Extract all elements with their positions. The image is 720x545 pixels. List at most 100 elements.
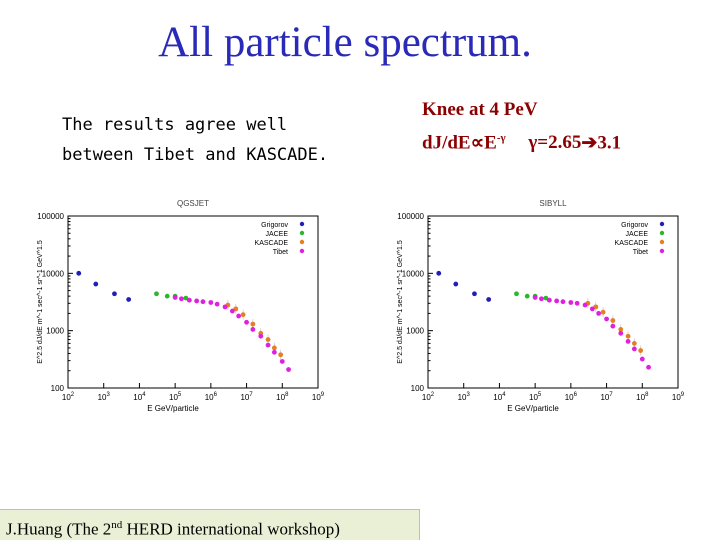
x-tick-label: 105 — [529, 392, 542, 402]
slide-title: All particle spectrum. — [158, 19, 532, 66]
data-point-tibet — [639, 356, 645, 362]
data-point-grigorov — [486, 297, 492, 302]
y-tick-label: 100 — [51, 384, 65, 393]
data-point-grigorov — [472, 291, 477, 297]
legend-marker — [659, 239, 665, 245]
proportional-symbol: ∝ — [470, 132, 485, 154]
data-point-tibet — [631, 346, 637, 352]
x-tick-label: 102 — [62, 392, 75, 402]
data-point-tibet — [539, 296, 544, 302]
footer-sup: nd — [111, 519, 123, 531]
y-axis-label: E^2.5 dJ/dE m^-1 sec^-1 sr^-1 GeV^1.5 — [397, 240, 404, 364]
knee-line: Knee at 4 PeV — [422, 99, 538, 120]
data-point-jacee — [164, 293, 170, 299]
plot-title: QGSJET — [177, 199, 209, 208]
data-point-tibet — [532, 295, 538, 300]
legend-label: Grigorov — [261, 222, 288, 229]
data-point-jacee — [154, 291, 159, 297]
data-point-tibet — [214, 301, 220, 307]
x-tick-label: 102 — [422, 392, 435, 402]
data-point-tibet — [554, 298, 560, 304]
legend-label: KASCADE — [615, 240, 649, 247]
gamma-end: 3.1 — [597, 132, 622, 154]
data-point-tibet — [172, 295, 178, 300]
data-point-tibet — [625, 338, 631, 344]
x-axis-label: E GeV/particle — [507, 404, 559, 413]
y-tick-label: 1000 — [406, 327, 424, 336]
x-tick-label: 106 — [205, 392, 218, 402]
sibyll-plot: SIBYLL 100 1000 10000 100000 102 103 104 105 106 1… — [397, 199, 685, 413]
knee-note: Knee at 4 PeV dJ/dE∝E-γ γ=2.65➔3.1 — [422, 96, 621, 157]
data-point-tibet — [286, 367, 291, 372]
data-point-tibet — [194, 298, 200, 304]
data-point-tibet — [222, 304, 228, 310]
x-tick-label: 109 — [312, 392, 325, 402]
data-point-tibet — [279, 359, 285, 364]
plot-title: SIBYLL — [539, 199, 567, 208]
data-point-tibet — [546, 297, 552, 303]
x-tick-label: 109 — [672, 392, 685, 402]
data-point-tibet — [574, 300, 580, 306]
plot-frame — [67, 215, 319, 389]
legend-marker — [299, 221, 305, 227]
data-point-kascade — [618, 327, 624, 332]
results-note: The results agree well between Tibet and… — [62, 110, 328, 170]
legend-label: Grigorov — [621, 222, 648, 229]
data-point-grigorov — [76, 270, 82, 276]
legend-marker — [659, 230, 665, 236]
y-axis-label: E^2.5 dJ/dE m^-1 sec^-1 sr^-1 GeV^1.5 — [37, 240, 44, 364]
formula-line: dJ/dE∝E-γ γ=2.65➔3.1 — [422, 124, 621, 157]
x-tick-label: 106 — [565, 392, 578, 402]
data-point-grigorov — [93, 281, 99, 287]
data-point-tibet — [179, 296, 184, 302]
arrow-icon: ➔ — [581, 132, 598, 154]
data-point-tibet — [208, 300, 214, 305]
data-point-kascade — [265, 337, 271, 342]
data-point-tibet — [610, 323, 616, 329]
data-point-kascade — [233, 306, 239, 312]
data-point-grigorov — [126, 297, 132, 302]
x-tick-label: 107 — [240, 392, 253, 402]
legend-label: JACEE — [625, 231, 648, 238]
data-point-tibet — [560, 299, 566, 305]
y-tick-label: 100000 — [37, 212, 64, 221]
data-point-kascade — [278, 352, 284, 358]
data-point-grigorov — [112, 291, 117, 297]
results-note-line-2: between Tibet and KASCADE. — [62, 145, 329, 165]
y-tick-label: 100 — [411, 384, 425, 393]
legend-marker — [299, 248, 305, 254]
data-point-kascade — [631, 340, 637, 346]
data-point-tibet — [186, 297, 192, 303]
data-point-kascade — [240, 312, 246, 318]
data-point-grigorov — [436, 270, 442, 276]
data-point-tibet — [589, 306, 595, 312]
y-tick-label: 10000 — [42, 269, 65, 278]
data-point-tibet — [271, 349, 277, 355]
legend-marker — [659, 248, 665, 254]
legend-label: Tibet — [633, 249, 648, 256]
data-point-tibet — [236, 313, 242, 319]
qgsjet-plot: QGSJET 100 1000 10000 100000 102 103 104 105 106 1… — [37, 199, 325, 413]
footer-suffix: HERD international workshop) — [122, 519, 340, 539]
legend-label: Tibet — [273, 249, 288, 256]
plot-frame — [427, 215, 679, 389]
y-tick-label: 100000 — [397, 212, 424, 221]
x-tick-label: 108 — [636, 392, 649, 402]
x-tick-label: 107 — [600, 392, 613, 402]
data-point-tibet — [582, 302, 588, 308]
results-note-line-1: The results agree well — [62, 115, 288, 135]
formula-exponent: -γ — [496, 132, 506, 144]
data-point-tibet — [200, 299, 206, 305]
x-tick-label: 108 — [276, 392, 289, 402]
formula-prefix: dJ/dE — [422, 132, 471, 154]
data-point-kascade — [271, 345, 277, 351]
gamma-text: γ=2.65 — [528, 132, 582, 154]
data-point-tibet — [244, 319, 249, 325]
x-tick-label: 105 — [169, 392, 182, 402]
data-point-tibet — [258, 333, 264, 339]
x-tick-label: 103 — [98, 392, 111, 402]
legend-marker — [299, 230, 305, 236]
legend-label: JACEE — [265, 231, 288, 238]
footer-prefix: J.Huang (The 2 — [6, 519, 112, 539]
data-point-tibet — [250, 327, 256, 332]
